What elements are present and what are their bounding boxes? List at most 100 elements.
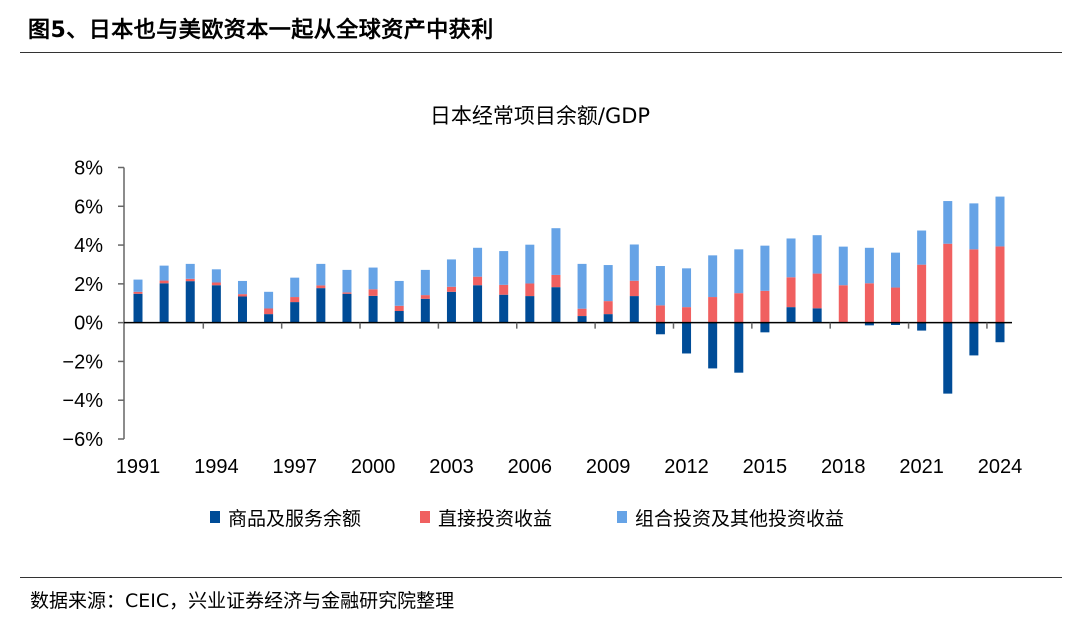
bar-portfolio-income-2007 bbox=[551, 228, 561, 275]
bar-goods-services-2017 bbox=[812, 308, 822, 323]
bar-goods-services-1994 bbox=[211, 285, 221, 323]
bar-fdi-income-2024 bbox=[995, 246, 1005, 323]
bar-fdi-income-1992 bbox=[159, 280, 169, 284]
bar-goods-services-2024 bbox=[995, 322, 1005, 343]
bar-portfolio-income-2016 bbox=[786, 238, 796, 278]
x-tick-label: 1997 bbox=[272, 456, 317, 478]
bar-portfolio-income-2020 bbox=[891, 252, 901, 288]
y-tick-label: 4% bbox=[74, 235, 103, 257]
bar-fdi-income-2000 bbox=[368, 289, 378, 296]
bar-portfolio-income-2013 bbox=[708, 255, 718, 298]
bar-fdi-income-1998 bbox=[316, 285, 326, 289]
bar-fdi-income-2020 bbox=[891, 287, 901, 323]
chart-title: 日本经常项目余额/GDP bbox=[430, 104, 650, 128]
bar-portfolio-income-1994 bbox=[211, 269, 221, 283]
x-tick-label: 2012 bbox=[664, 456, 709, 478]
bar-fdi-income-2016 bbox=[786, 277, 796, 308]
bar-goods-services-1991 bbox=[133, 293, 143, 323]
bottom-divider bbox=[20, 577, 1062, 578]
bar-portfolio-income-1991 bbox=[133, 279, 143, 292]
x-tick-label: 2024 bbox=[978, 456, 1023, 478]
x-tick-label: 1991 bbox=[116, 456, 161, 478]
top-divider bbox=[20, 52, 1062, 53]
bar-goods-services-2005 bbox=[499, 294, 509, 323]
legend-label: 商品及服务余额 bbox=[228, 508, 361, 530]
bar-goods-services-1995 bbox=[237, 296, 247, 323]
bar-goods-services-2019 bbox=[864, 322, 874, 326]
bar-fdi-income-1994 bbox=[211, 282, 221, 286]
bar-goods-services-2006 bbox=[525, 296, 535, 323]
bar-goods-services-2000 bbox=[368, 295, 378, 323]
bar-fdi-income-1995 bbox=[237, 294, 247, 297]
bar-portfolio-income-2006 bbox=[525, 244, 535, 284]
bar-portfolio-income-2017 bbox=[812, 235, 822, 274]
bar-fdi-income-2015 bbox=[760, 290, 770, 323]
bar-fdi-income-1997 bbox=[290, 297, 300, 303]
bar-fdi-income-2006 bbox=[525, 283, 535, 297]
bar-fdi-income-2019 bbox=[864, 283, 874, 323]
bar-portfolio-income-2008 bbox=[577, 263, 587, 309]
x-axis: 1991 1994 1997 2000 2003 2006 2009 2012 2015 2018… bbox=[116, 321, 1023, 478]
bar-fdi-income-1999 bbox=[342, 292, 352, 294]
y-tick-label: −4% bbox=[62, 390, 103, 412]
bar-fdi-income-2017 bbox=[812, 273, 822, 309]
legend: 商品及服务余额 直接投资收益 组合投资及其他投资收益 bbox=[210, 508, 844, 530]
bar-goods-services-2021 bbox=[917, 322, 927, 331]
y-tick-label: 0% bbox=[74, 313, 103, 335]
bar-goods-services-2004 bbox=[473, 285, 483, 323]
bar-goods-services-1998 bbox=[316, 288, 326, 323]
bar-portfolio-income-1992 bbox=[159, 265, 169, 281]
bar-goods-services-2008 bbox=[577, 316, 587, 323]
bar-portfolio-income-2022 bbox=[943, 201, 953, 244]
bar-portfolio-income-1998 bbox=[316, 263, 326, 286]
bar-goods-services-2007 bbox=[551, 287, 561, 323]
bar-fdi-income-2018 bbox=[838, 285, 848, 323]
y-tick-label: −6% bbox=[62, 429, 103, 451]
bar-goods-services-2020 bbox=[891, 322, 901, 325]
bar-portfolio-income-2011 bbox=[655, 266, 665, 306]
bar-portfolio-income-2009 bbox=[603, 265, 613, 302]
bar-portfolio-income-2015 bbox=[760, 245, 770, 291]
bar-goods-services-1999 bbox=[342, 293, 352, 323]
bar-goods-services-2015 bbox=[760, 322, 770, 333]
bar-fdi-income-2013 bbox=[708, 297, 718, 323]
bar-goods-services-1997 bbox=[290, 302, 300, 323]
y-tick-label: −2% bbox=[62, 351, 103, 373]
bar-portfolio-income-1993 bbox=[185, 263, 195, 279]
bar-portfolio-income-2018 bbox=[838, 246, 848, 286]
bar-goods-services-2009 bbox=[603, 314, 613, 323]
source-note: 数据来源：CEIC，兴业证券经济与金融研究院整理 bbox=[30, 590, 455, 612]
bar-fdi-income-2022 bbox=[943, 243, 953, 323]
legend-label: 直接投资收益 bbox=[438, 508, 552, 530]
bar-goods-services-2014 bbox=[734, 322, 744, 373]
x-tick-label: 2006 bbox=[508, 456, 553, 478]
bar-portfolio-income-1997 bbox=[290, 277, 300, 298]
x-tick-label: 2021 bbox=[899, 456, 944, 478]
bar-portfolio-income-2000 bbox=[368, 267, 378, 290]
x-tick-label: 2009 bbox=[586, 456, 631, 478]
bar-goods-services-2010 bbox=[629, 296, 639, 323]
bar-fdi-income-2007 bbox=[551, 274, 561, 288]
bar-fdi-income-2011 bbox=[655, 305, 665, 323]
bar-fdi-income-2012 bbox=[682, 307, 692, 323]
x-tick-label: 2000 bbox=[351, 456, 396, 478]
bar-goods-services-2003 bbox=[446, 291, 456, 323]
bar-fdi-income-2002 bbox=[420, 295, 430, 299]
bar-fdi-income-2009 bbox=[603, 301, 613, 315]
figure-title: 图5、日本也与美欧资本一起从全球资产中获利 bbox=[28, 18, 494, 43]
x-tick-label: 2003 bbox=[429, 456, 474, 478]
bar-portfolio-income-1999 bbox=[342, 269, 352, 293]
x-tick-label: 2018 bbox=[821, 456, 866, 478]
x-tick-label: 1994 bbox=[194, 456, 239, 478]
bar-fdi-income-1991 bbox=[133, 291, 143, 294]
legend-swatch bbox=[617, 511, 627, 523]
bar-portfolio-income-2023 bbox=[969, 203, 979, 250]
y-axis: 8% 6% 4% 2% 0% −2% −4% −6% bbox=[62, 158, 125, 451]
bar-portfolio-income-2002 bbox=[420, 269, 430, 296]
bar-goods-services-2023 bbox=[969, 322, 979, 356]
legend-label: 组合投资及其他投资收益 bbox=[635, 508, 844, 530]
bar-fdi-income-1993 bbox=[185, 278, 195, 282]
bar-goods-services-2011 bbox=[655, 322, 665, 335]
bar-goods-services-1996 bbox=[264, 314, 274, 323]
bar-fdi-income-2010 bbox=[629, 280, 639, 297]
